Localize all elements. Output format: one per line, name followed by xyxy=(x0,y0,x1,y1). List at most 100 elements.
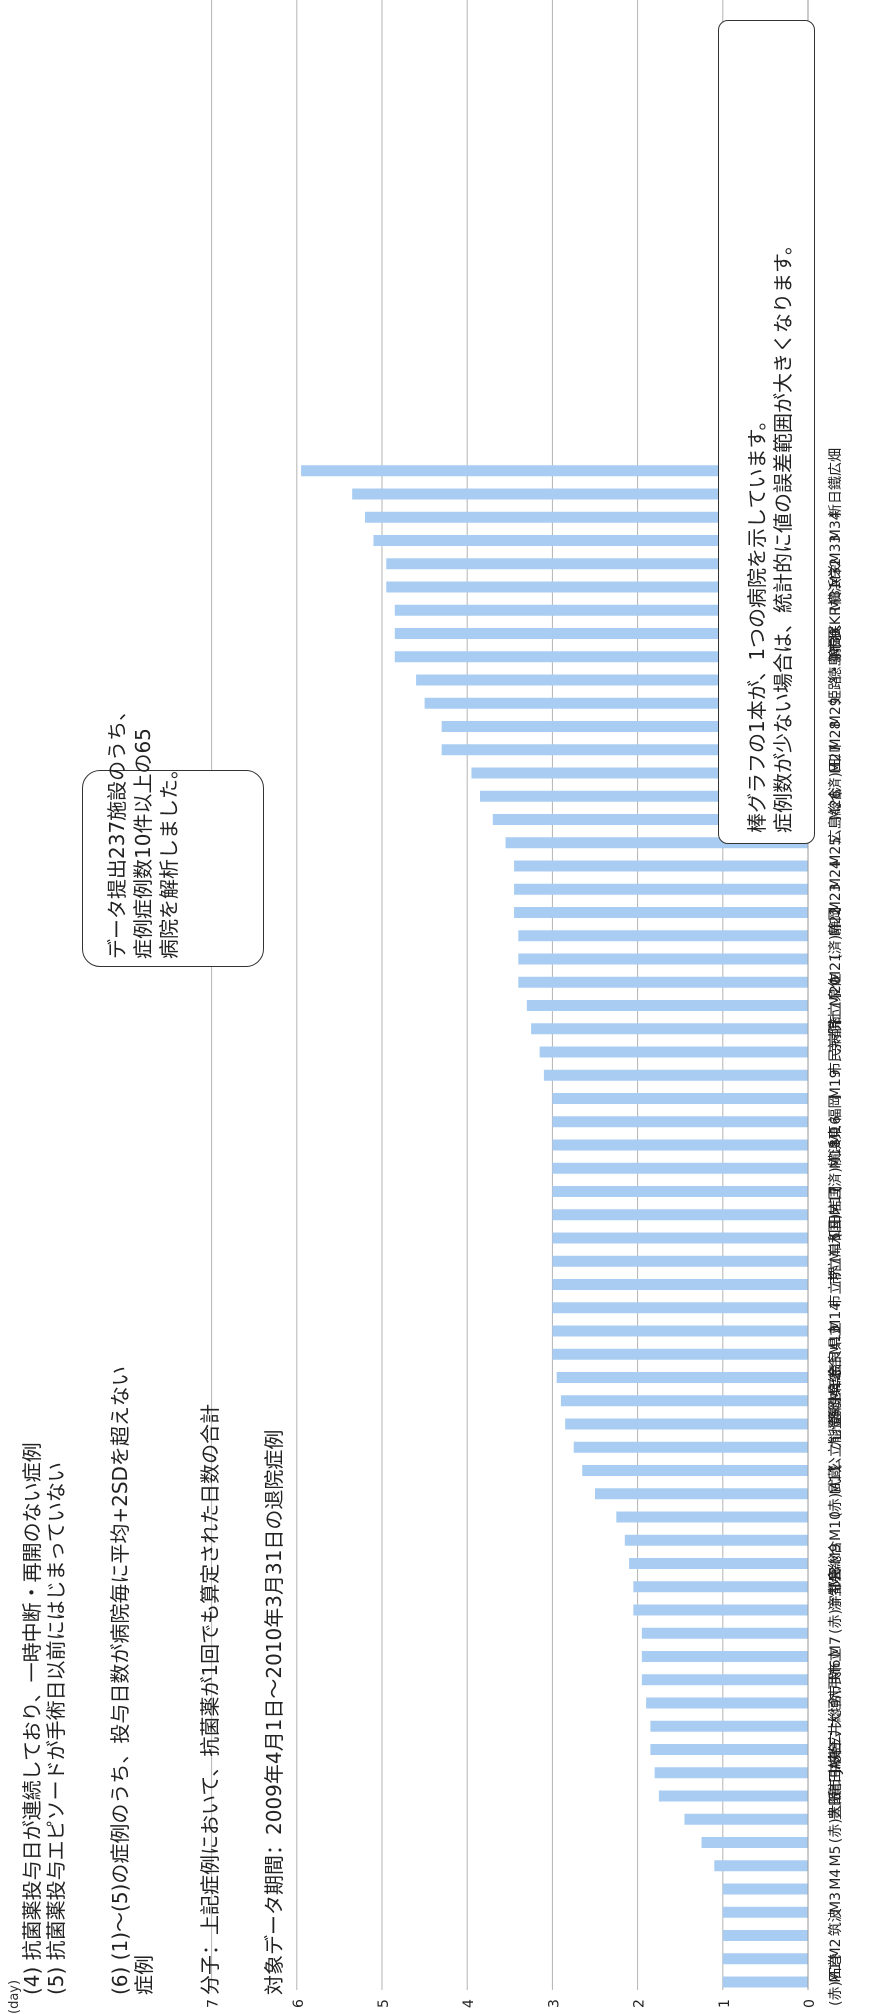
bar xyxy=(514,883,808,895)
bar xyxy=(633,1604,808,1616)
bar xyxy=(552,1093,808,1104)
category-label: 京都社 xyxy=(828,1011,844,1053)
category-label: M1 xyxy=(828,1962,844,1983)
bar xyxy=(394,628,808,639)
note-numerator: 分子：上記症例において、抗菌薬が1回でも算定された日数の合計 xyxy=(198,1403,222,1995)
category-label: (済)横浜東 xyxy=(828,1125,844,1192)
category-label: M32 xyxy=(828,558,844,588)
category-label: M20 xyxy=(828,976,844,1006)
bar xyxy=(518,976,808,988)
category-label: 三井総合 xyxy=(828,1694,844,1750)
category-label: M4 xyxy=(828,1869,844,1890)
bar xyxy=(552,1325,808,1337)
category-label: (赤)大阪 xyxy=(828,1790,844,1843)
note-4: (4) 抗菌薬投与日が連続しており、一時中断・再開のない症例 xyxy=(20,1442,44,1995)
bar xyxy=(560,1395,808,1407)
bar xyxy=(701,1837,808,1848)
category-label: M16 xyxy=(828,1116,844,1146)
callout-box: データ提出237施設のうち、 症例症例数10件以上の65 病院を解析しました。 xyxy=(82,701,264,967)
category-label: (済)静岡 xyxy=(828,907,844,960)
category-label: M11 xyxy=(828,1465,844,1495)
bar xyxy=(479,790,808,802)
category-label: M7 xyxy=(828,1636,844,1657)
bar xyxy=(386,558,808,570)
category-label: M18 xyxy=(828,1139,844,1169)
category-label: 八戸市立 xyxy=(827,1648,844,1704)
category-label: 豊田市中央 xyxy=(827,1750,844,1820)
callout-line-3: 病院を解析しました。 xyxy=(157,759,181,959)
bar xyxy=(573,1441,808,1453)
bar xyxy=(539,1046,808,1058)
category-label: M2 xyxy=(828,1939,844,1960)
gridlines xyxy=(211,0,724,1990)
category-label: 奈良県立 xyxy=(828,1322,844,1378)
category-label: 広島総合 xyxy=(828,788,844,844)
bar xyxy=(441,721,808,732)
category-label: M12 xyxy=(828,1372,844,1402)
note-6-cont: 症例 xyxy=(132,1955,156,1995)
tick-label: 4 xyxy=(461,1999,477,2008)
bar xyxy=(722,1883,808,1895)
category-label: M28 xyxy=(828,721,844,751)
category-label: KKR横浜栄 xyxy=(828,564,844,634)
bar xyxy=(722,1953,808,1965)
category-label: 済生会総合 xyxy=(828,1541,844,1611)
category-label: 市立岸和田 xyxy=(827,1215,844,1285)
bar xyxy=(543,1069,808,1081)
bar xyxy=(471,767,808,779)
bar xyxy=(654,1767,808,1779)
category-label: M27 xyxy=(828,744,844,774)
bar xyxy=(658,1790,808,1802)
bar xyxy=(492,814,808,825)
bar xyxy=(394,604,808,616)
bar xyxy=(624,1534,808,1546)
bar xyxy=(531,1023,808,1035)
bar xyxy=(714,1860,808,1872)
tick-label: 5 xyxy=(376,1999,392,2008)
bar xyxy=(301,465,808,477)
category-label: M13 xyxy=(828,1325,844,1355)
bar xyxy=(352,488,808,500)
bar xyxy=(722,1906,808,1918)
tick-label: 0 xyxy=(802,1999,818,2008)
bar xyxy=(641,1627,808,1639)
category-label: M9 xyxy=(828,1543,844,1564)
category-label: M8 xyxy=(828,1567,844,1588)
category-label: M22 xyxy=(828,907,844,937)
category-label: 公立能登総 xyxy=(828,1401,844,1471)
category-label: M15 xyxy=(828,1232,844,1262)
unit-label: (day) xyxy=(7,1980,22,2014)
category-label: M24 xyxy=(828,860,844,890)
category-label: (赤)宇都宮 xyxy=(828,1567,844,1634)
category-label: (済)田川 xyxy=(828,744,844,797)
category-label: M10 xyxy=(828,1511,844,1541)
tick-label: 3 xyxy=(546,1999,562,2008)
category-label: M34 xyxy=(828,511,844,541)
bar xyxy=(526,1000,808,1011)
category-label: 亀田総合 xyxy=(828,1741,844,1797)
category-label: M33 xyxy=(828,535,844,565)
bars xyxy=(301,465,808,1988)
category-label: M3 xyxy=(828,1892,844,1913)
category-label: M23 xyxy=(828,883,844,913)
bar xyxy=(552,1279,808,1290)
bar xyxy=(616,1511,808,1523)
category-label: M21 xyxy=(828,953,844,983)
bar xyxy=(552,1186,808,1197)
bar xyxy=(552,1139,808,1151)
bar xyxy=(684,1813,808,1825)
bar xyxy=(646,1697,808,1709)
bar xyxy=(416,674,808,686)
category-label: M6 xyxy=(828,1659,844,1680)
bar xyxy=(595,1488,808,1500)
category-label: 大垣市民 xyxy=(827,1671,844,1727)
category-label: 姫路・鶴見 xyxy=(827,634,844,704)
bar xyxy=(552,1232,808,1244)
bar xyxy=(441,744,808,756)
bar xyxy=(518,930,808,942)
bar xyxy=(514,907,808,918)
info-line-2: 症例数が少ない場合は、統計的に値の誤差範囲が大きくなります。 xyxy=(771,235,795,833)
category-label: 市立泉佐 xyxy=(827,974,844,1030)
